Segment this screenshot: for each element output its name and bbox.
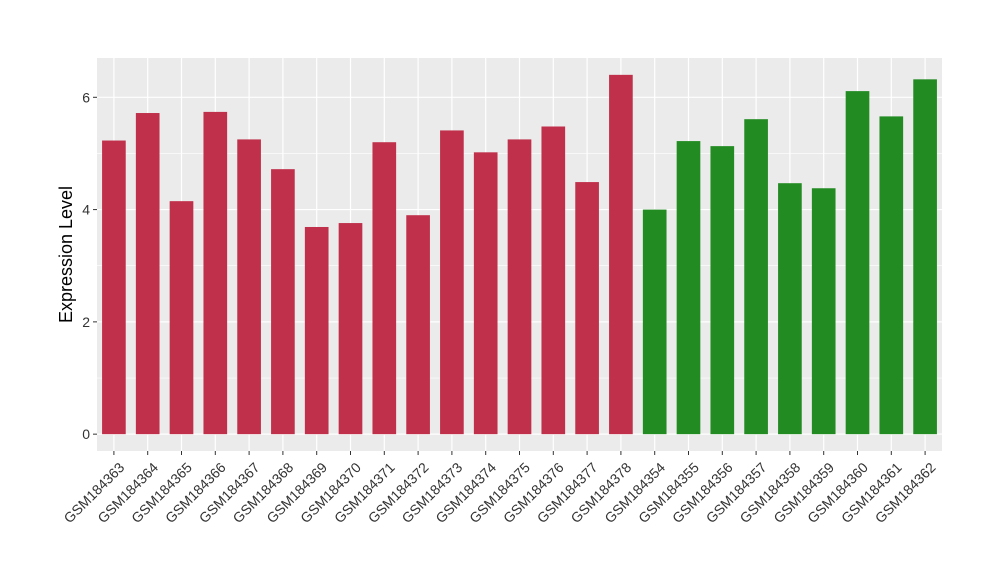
bars: [102, 74, 937, 435]
bar: [440, 130, 464, 435]
bar: [778, 183, 802, 435]
bar: [203, 111, 228, 435]
x-axis: GSM184363GSM184364GSM184365GSM184366GSM1…: [60, 451, 939, 526]
bar: [135, 113, 160, 435]
y-axis-title: Expression Level: [56, 186, 76, 323]
bar: [575, 182, 599, 435]
bar: [304, 226, 329, 435]
bar: [102, 140, 126, 435]
bar: [473, 152, 498, 435]
bar: [642, 209, 667, 435]
bar: [609, 74, 633, 435]
bar: [913, 79, 937, 435]
bar: [372, 142, 397, 435]
y-tick-label: 0: [82, 426, 90, 442]
bar: [710, 146, 735, 435]
y-tick-label: 2: [82, 314, 90, 330]
bar: [879, 116, 904, 435]
bar: [507, 139, 532, 435]
bar: [271, 169, 295, 435]
bar: [169, 201, 194, 435]
y-axis: 0 2 4 6: [82, 89, 97, 442]
bar: [406, 215, 430, 435]
bar: [237, 139, 261, 435]
bar: [744, 119, 768, 435]
bar: [676, 141, 701, 435]
y-tick-label: 4: [82, 202, 90, 218]
bar: [541, 126, 566, 435]
y-tick-label: 6: [82, 89, 90, 105]
bar: [845, 91, 870, 435]
bar: [811, 188, 836, 435]
bar: [338, 223, 363, 435]
